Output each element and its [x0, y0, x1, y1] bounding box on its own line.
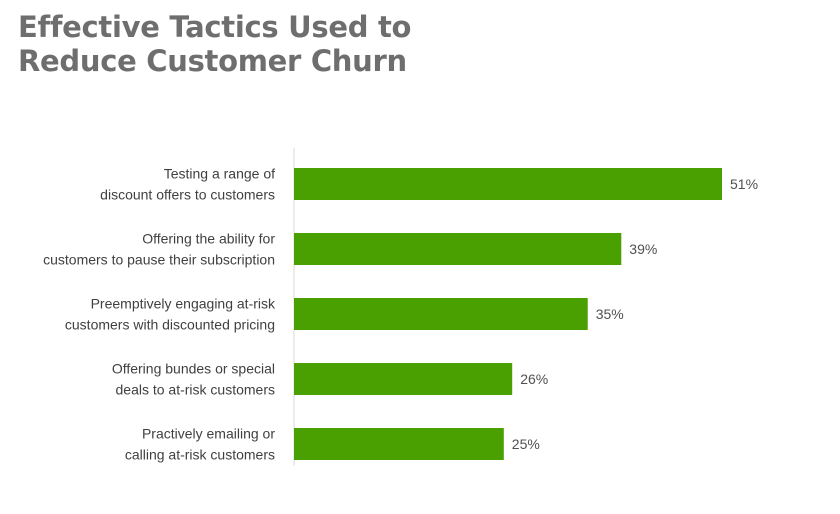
bar-value-label-2: 39% — [629, 241, 657, 257]
category-label-4-line-2: deals to at-risk customers — [116, 382, 276, 398]
chart-title-line-1: Effective Tactics Used to — [18, 10, 412, 44]
chart-title: Effective Tactics Used to Reduce Custome… — [18, 10, 411, 78]
category-label-1-line-1: Testing a range of — [164, 166, 275, 182]
category-label-2-line-2: customers to pause their subscription — [43, 252, 275, 268]
bar-value-label-4: 26% — [520, 371, 548, 387]
category-label-3-line-1: Preemptively engaging at-risk — [91, 296, 276, 312]
bars-group: 51% Testing a range of discount offers to … — [43, 166, 758, 463]
bar-4 — [294, 363, 513, 395]
bar-5 — [294, 428, 504, 460]
bar-value-label-3: 35% — [596, 306, 624, 322]
category-label-5-line-1: Practively emailing or — [142, 426, 275, 442]
bar-1 — [294, 168, 722, 200]
category-label-3-line-2: customers with discounted pricing — [65, 317, 275, 333]
bar-value-label-1: 51% — [730, 176, 758, 192]
bar-3 — [294, 298, 588, 330]
category-label-2-line-1: Offering the ability for — [142, 231, 275, 247]
category-label-4-line-1: Offering bundes or special — [112, 361, 275, 377]
category-label-5-line-2: calling at-risk customers — [125, 447, 275, 463]
bar-value-label-5: 25% — [512, 436, 540, 452]
bar-2 — [294, 233, 622, 265]
chart-title-line-2: Reduce Customer Churn — [18, 44, 407, 78]
category-label-1-line-2: discount offers to customers — [100, 187, 275, 203]
